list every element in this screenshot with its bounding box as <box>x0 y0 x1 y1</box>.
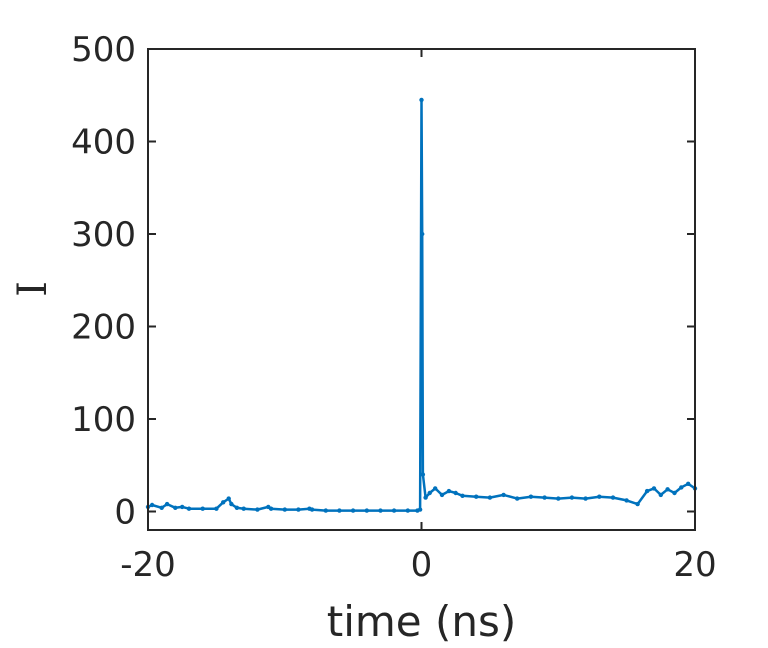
data-point <box>446 488 452 494</box>
x-tick-label: 0 <box>411 545 433 585</box>
data-point <box>255 507 260 512</box>
y-tick-label: 100 <box>71 400 136 440</box>
data-point <box>420 231 425 237</box>
data-point <box>234 505 240 510</box>
x-axis-label: time (ns) <box>327 597 517 646</box>
data-point <box>644 488 650 494</box>
y-tick-label: 0 <box>114 493 136 533</box>
data-point <box>583 496 588 501</box>
data-point <box>241 506 246 511</box>
data-point <box>460 493 465 498</box>
x-tick-label: 20 <box>673 545 716 585</box>
data-point <box>439 492 445 498</box>
data-point <box>337 508 342 513</box>
data-point <box>417 507 423 512</box>
data-point <box>597 494 602 499</box>
data-point <box>173 505 178 510</box>
data-point <box>419 97 424 103</box>
data-point <box>433 486 438 491</box>
data-point <box>665 487 670 492</box>
data-point <box>427 490 432 496</box>
data-point <box>569 495 575 500</box>
data-point <box>180 504 185 510</box>
data-point <box>474 494 479 499</box>
data-point <box>651 486 657 491</box>
data-point <box>200 506 205 511</box>
data-point <box>405 508 410 513</box>
series-line <box>147 98 696 512</box>
data-point <box>226 496 231 501</box>
data-point <box>515 496 520 501</box>
y-tick-label: 500 <box>71 30 136 70</box>
data-point <box>309 507 315 512</box>
data-point <box>610 495 616 500</box>
data-point <box>686 481 691 486</box>
data-point <box>350 508 356 513</box>
data-point <box>487 495 493 500</box>
data-point <box>672 490 677 496</box>
data-point <box>420 472 426 477</box>
data-point <box>323 508 328 513</box>
y-tick-label: 200 <box>71 308 136 348</box>
y-axis-label: I <box>10 281 56 297</box>
data-point <box>679 485 684 490</box>
y-tick-label: 300 <box>71 215 136 255</box>
data-point <box>296 507 301 512</box>
y-tick-label: 400 <box>71 123 136 163</box>
data-point <box>268 506 274 511</box>
data-point <box>556 496 561 501</box>
data-point <box>186 506 192 511</box>
data-point <box>423 495 428 500</box>
data-point <box>164 501 170 507</box>
data-point <box>159 505 164 510</box>
data-point <box>229 501 234 507</box>
data-point <box>542 495 547 500</box>
data-point <box>221 500 226 505</box>
data-point <box>149 502 155 508</box>
data-point <box>635 501 640 507</box>
data-point <box>391 508 397 513</box>
x-tick-label: -20 <box>120 545 176 585</box>
plot-area <box>145 97 698 513</box>
data-point <box>364 508 369 513</box>
data-point <box>624 498 629 503</box>
data-point <box>658 492 663 498</box>
data-point <box>282 507 287 512</box>
data-point <box>214 506 219 511</box>
data-point <box>501 492 506 498</box>
data-point <box>528 494 534 499</box>
data-point <box>378 508 383 513</box>
data-point <box>453 490 458 496</box>
